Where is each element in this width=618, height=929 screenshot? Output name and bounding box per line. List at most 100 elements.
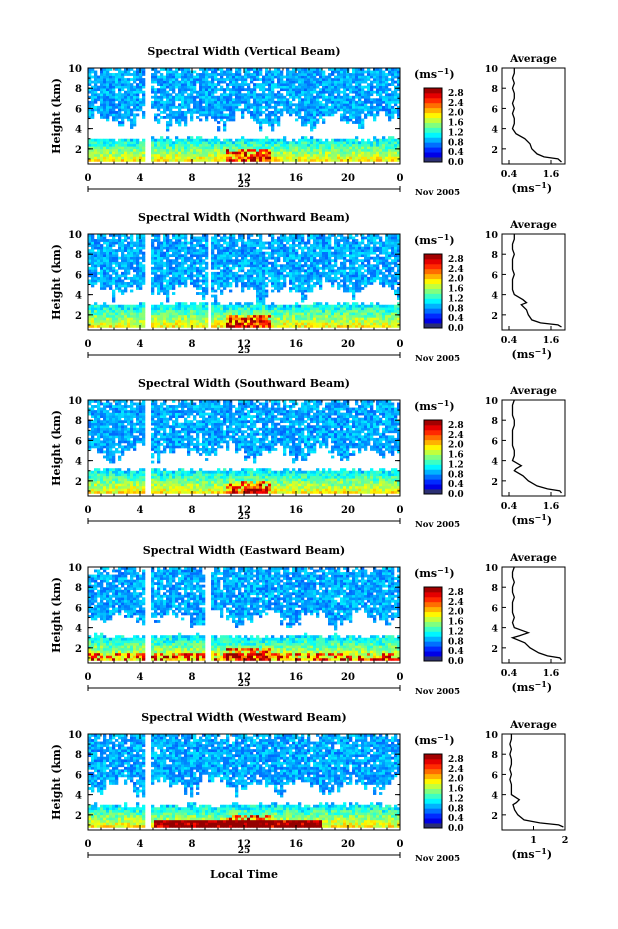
heatmap-cell	[226, 244, 230, 247]
heatmap-cell	[307, 146, 311, 150]
heatmap-cell	[100, 78, 104, 81]
heatmap-cell	[139, 271, 143, 275]
heatmap-cell	[292, 264, 296, 268]
heatmap-cell	[226, 158, 230, 162]
heatmap-cell	[316, 73, 320, 76]
heatmap-cell	[202, 158, 206, 162]
heatmap-cell	[355, 110, 359, 114]
heatmap-cell	[337, 73, 341, 76]
heatmap-cell	[199, 100, 203, 104]
heatmap-cell	[157, 118, 161, 122]
heatmap-cell	[322, 90, 326, 94]
heatmap-cell	[334, 153, 338, 157]
heatmap-cell	[232, 241, 236, 245]
heatmap-cell	[166, 236, 170, 240]
heatmap-cell	[94, 73, 98, 76]
heatmap-cell	[310, 103, 314, 107]
heatmap-cell	[181, 75, 185, 79]
heatmap-cell	[106, 251, 110, 255]
heatmap-cell	[121, 83, 125, 86]
heatmap-cell	[211, 85, 215, 89]
heatmap-cell	[253, 90, 257, 94]
heatmap-cell	[130, 259, 134, 263]
heatmap-cell	[184, 307, 188, 311]
heatmap-cell	[229, 307, 233, 311]
heatmap-cell	[205, 80, 209, 84]
heatmap-cell	[292, 146, 296, 150]
heatmap-cell	[301, 274, 305, 278]
heatmap-cell	[163, 158, 167, 162]
heatmap-cell	[91, 138, 95, 142]
heatmap-cell	[322, 85, 326, 89]
heatmap-cell	[187, 73, 191, 76]
heatmap-cell	[331, 88, 335, 92]
heatmap-cell	[265, 153, 269, 157]
heatmap-cell	[265, 264, 269, 268]
heatmap-cell	[361, 148, 365, 152]
heatmap-cell	[199, 103, 203, 107]
heatmap-cell	[163, 151, 167, 155]
heatmap-cell	[238, 88, 242, 92]
heatmap-cell	[232, 312, 236, 316]
heatmap-cell	[226, 85, 230, 89]
heatmap-cell	[211, 153, 215, 157]
heatmap-cell	[229, 317, 233, 321]
heatmap-cell	[292, 287, 296, 290]
heatmap-cell	[220, 141, 224, 145]
heatmap-cell	[208, 83, 212, 86]
y-tick-label: 4	[75, 125, 82, 136]
heatmap-cell	[379, 98, 383, 102]
heatmap-cell	[313, 304, 317, 308]
heatmap-cell	[226, 324, 230, 328]
heatmap-cell	[241, 80, 245, 84]
heatmap-cell	[115, 256, 119, 260]
date-month-year-label: Nov 2005	[415, 188, 460, 198]
heatmap-cell	[292, 239, 296, 242]
heatmap-cell	[337, 146, 341, 150]
heatmap-cell	[328, 95, 332, 99]
heatmap-cell	[301, 314, 305, 318]
heatmap-cell	[250, 73, 254, 76]
heatmap-cell	[289, 309, 293, 313]
heatmap-cell	[358, 103, 362, 107]
heatmap-cell	[247, 274, 251, 278]
heatmap-cell	[292, 110, 296, 114]
heatmap-cell	[178, 244, 182, 247]
heatmap-cell	[154, 264, 158, 268]
heatmap-cell	[295, 148, 299, 152]
heatmap-cell	[103, 68, 107, 71]
heatmap-cell	[301, 317, 305, 321]
heatmap-cell	[136, 105, 140, 109]
heatmap-cell	[235, 108, 239, 112]
heatmap-cell	[94, 264, 98, 268]
heatmap-cell	[247, 276, 251, 280]
heatmap-cell	[289, 276, 293, 280]
heatmap-cell	[112, 118, 116, 122]
heatmap-cell	[268, 105, 272, 109]
heatmap-cell	[316, 105, 320, 109]
heatmap-cell	[184, 143, 188, 147]
y-tick-label: 8	[75, 84, 82, 95]
heatmap-cell	[259, 138, 263, 142]
heatmap-cell	[280, 234, 284, 237]
heatmap-cell	[229, 251, 233, 255]
heatmap-cell	[268, 314, 272, 318]
heatmap-cell	[250, 75, 254, 79]
heatmap-cell	[175, 75, 179, 79]
heatmap-cell	[196, 108, 200, 112]
heatmap-cell	[301, 98, 305, 102]
heatmap-cell	[235, 264, 239, 268]
heatmap-cell	[100, 307, 104, 311]
heatmap-cell	[184, 88, 188, 92]
heatmap-cell	[253, 246, 257, 250]
heatmap-cell	[253, 148, 257, 152]
heatmap-cell	[292, 309, 296, 313]
heatmap-cell	[271, 105, 275, 109]
heatmap-cell	[304, 241, 308, 245]
heatmap-cell	[169, 93, 173, 97]
heatmap-cell	[349, 141, 353, 145]
heatmap-cell	[253, 304, 257, 308]
heatmap-cell	[172, 314, 176, 318]
heatmap-cell	[163, 100, 167, 104]
heatmap-cell	[130, 95, 134, 99]
